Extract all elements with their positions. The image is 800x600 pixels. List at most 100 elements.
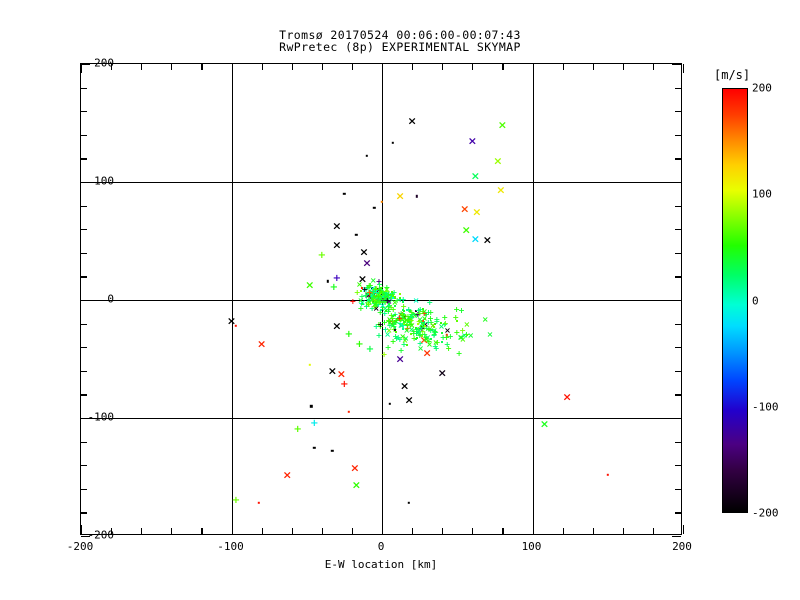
data-point-plus: + — [310, 417, 319, 429]
y-tick-right--80 — [675, 394, 681, 396]
data-point-plus: + — [397, 345, 405, 355]
data-point-plus: + — [458, 305, 465, 315]
data-point-x: × — [351, 478, 362, 492]
data-point-plus: + — [374, 287, 381, 295]
data-point-dot — [376, 292, 379, 295]
data-point-dot — [370, 290, 373, 293]
data-point-x: × — [408, 325, 415, 335]
data-point-plus: + — [410, 334, 418, 344]
data-point-plus: + — [383, 296, 391, 306]
gridline-y-neg100 — [81, 418, 681, 420]
data-point-plus: + — [426, 297, 434, 307]
data-point-dot — [415, 326, 418, 329]
data-point-x: × — [384, 293, 391, 303]
data-point-x: × — [430, 326, 438, 336]
data-point-dot — [355, 233, 358, 237]
data-point-plus: + — [381, 298, 389, 308]
data-point-plus: + — [378, 296, 385, 304]
data-point-x: × — [364, 290, 371, 299]
data-point-plus: + — [371, 284, 379, 294]
data-point-plus: + — [447, 332, 454, 342]
data-point-plus: + — [406, 320, 414, 330]
data-point-dot — [419, 324, 422, 327]
data-point-plus: + — [441, 319, 449, 329]
data-point-x: × — [385, 297, 393, 307]
data-point-x: × — [379, 295, 387, 305]
data-point-plus: + — [383, 295, 391, 305]
data-point-plus: + — [375, 291, 382, 301]
data-point-x: × — [398, 321, 405, 330]
data-point-dot — [400, 317, 403, 320]
data-point-dot — [313, 446, 316, 449]
data-point-dot — [401, 314, 404, 317]
data-point-dot — [441, 332, 444, 335]
data-point-dot — [405, 308, 408, 311]
data-point-dot — [445, 334, 448, 337]
data-point-x: × — [357, 272, 368, 286]
data-point-plus: + — [381, 309, 389, 319]
x-tick-top-80 — [502, 64, 504, 70]
y-tick-label-100: 100 — [94, 174, 114, 188]
data-point-dot — [405, 344, 408, 347]
data-point-dot — [388, 293, 391, 296]
data-point-plus: + — [364, 282, 372, 292]
data-point-dot — [379, 294, 382, 297]
data-point-plus: + — [396, 335, 404, 345]
data-point-plus: + — [384, 343, 392, 353]
data-point-dot — [380, 200, 384, 204]
x-tick--160 — [141, 528, 143, 534]
x-tick-100 — [532, 525, 534, 534]
data-point-x: × — [226, 314, 237, 328]
data-point-plus: + — [408, 313, 416, 323]
data-point-plus: + — [392, 316, 400, 326]
data-point-dot — [416, 336, 419, 339]
data-point-plus: + — [372, 301, 380, 311]
data-point-plus: + — [416, 331, 424, 341]
data-point-plus: + — [378, 294, 385, 304]
x-tick-top--140 — [171, 64, 173, 70]
data-point-plus: + — [392, 315, 400, 325]
data-point-dot — [389, 296, 392, 299]
data-point-plus: + — [397, 308, 405, 318]
colorbar-tick-label--100: -100 — [752, 400, 779, 414]
y-tick-right--100 — [672, 418, 681, 420]
y-tick-0 — [81, 300, 90, 302]
data-point-plus: + — [431, 326, 439, 336]
data-point-dot — [371, 286, 374, 289]
data-point-dot — [380, 300, 383, 303]
data-point-plus: + — [358, 291, 366, 301]
data-point-plus: + — [422, 333, 430, 343]
x-tick-label--100: -100 — [217, 540, 244, 553]
data-point-plus: + — [433, 314, 441, 324]
data-point-x: × — [493, 154, 503, 168]
data-point-dot — [465, 334, 468, 337]
y-tick-label-200: 200 — [94, 56, 114, 70]
data-point-dot — [362, 303, 365, 306]
x-tick--180 — [111, 528, 113, 534]
data-point-plus: + — [366, 288, 373, 298]
data-point-dot — [385, 297, 388, 300]
data-point-dot — [425, 313, 428, 316]
data-point-x: × — [389, 321, 397, 331]
data-point-plus: + — [408, 308, 416, 318]
x-tick--120 — [201, 528, 203, 534]
data-point-x: × — [419, 333, 429, 347]
x-tick-top--200 — [81, 64, 83, 73]
data-point-plus: + — [445, 343, 452, 353]
data-point-x: × — [417, 343, 424, 353]
y-tick-right-100 — [672, 182, 681, 184]
data-point-plus: + — [392, 318, 400, 328]
data-point-plus: + — [393, 333, 400, 343]
data-point-dot — [367, 295, 370, 298]
data-point-plus: + — [369, 287, 377, 297]
data-point-plus: + — [368, 290, 375, 298]
data-point-plus: + — [396, 313, 404, 323]
data-point-x: × — [401, 316, 409, 326]
x-tick-top-180 — [652, 64, 655, 70]
data-point-plus: + — [404, 323, 412, 333]
data-point-dot — [331, 449, 334, 453]
colorbar-gradient — [722, 88, 748, 513]
data-point-dot — [402, 323, 405, 326]
y-tick-right-60 — [675, 229, 681, 231]
y-tick-right--160 — [675, 488, 681, 490]
